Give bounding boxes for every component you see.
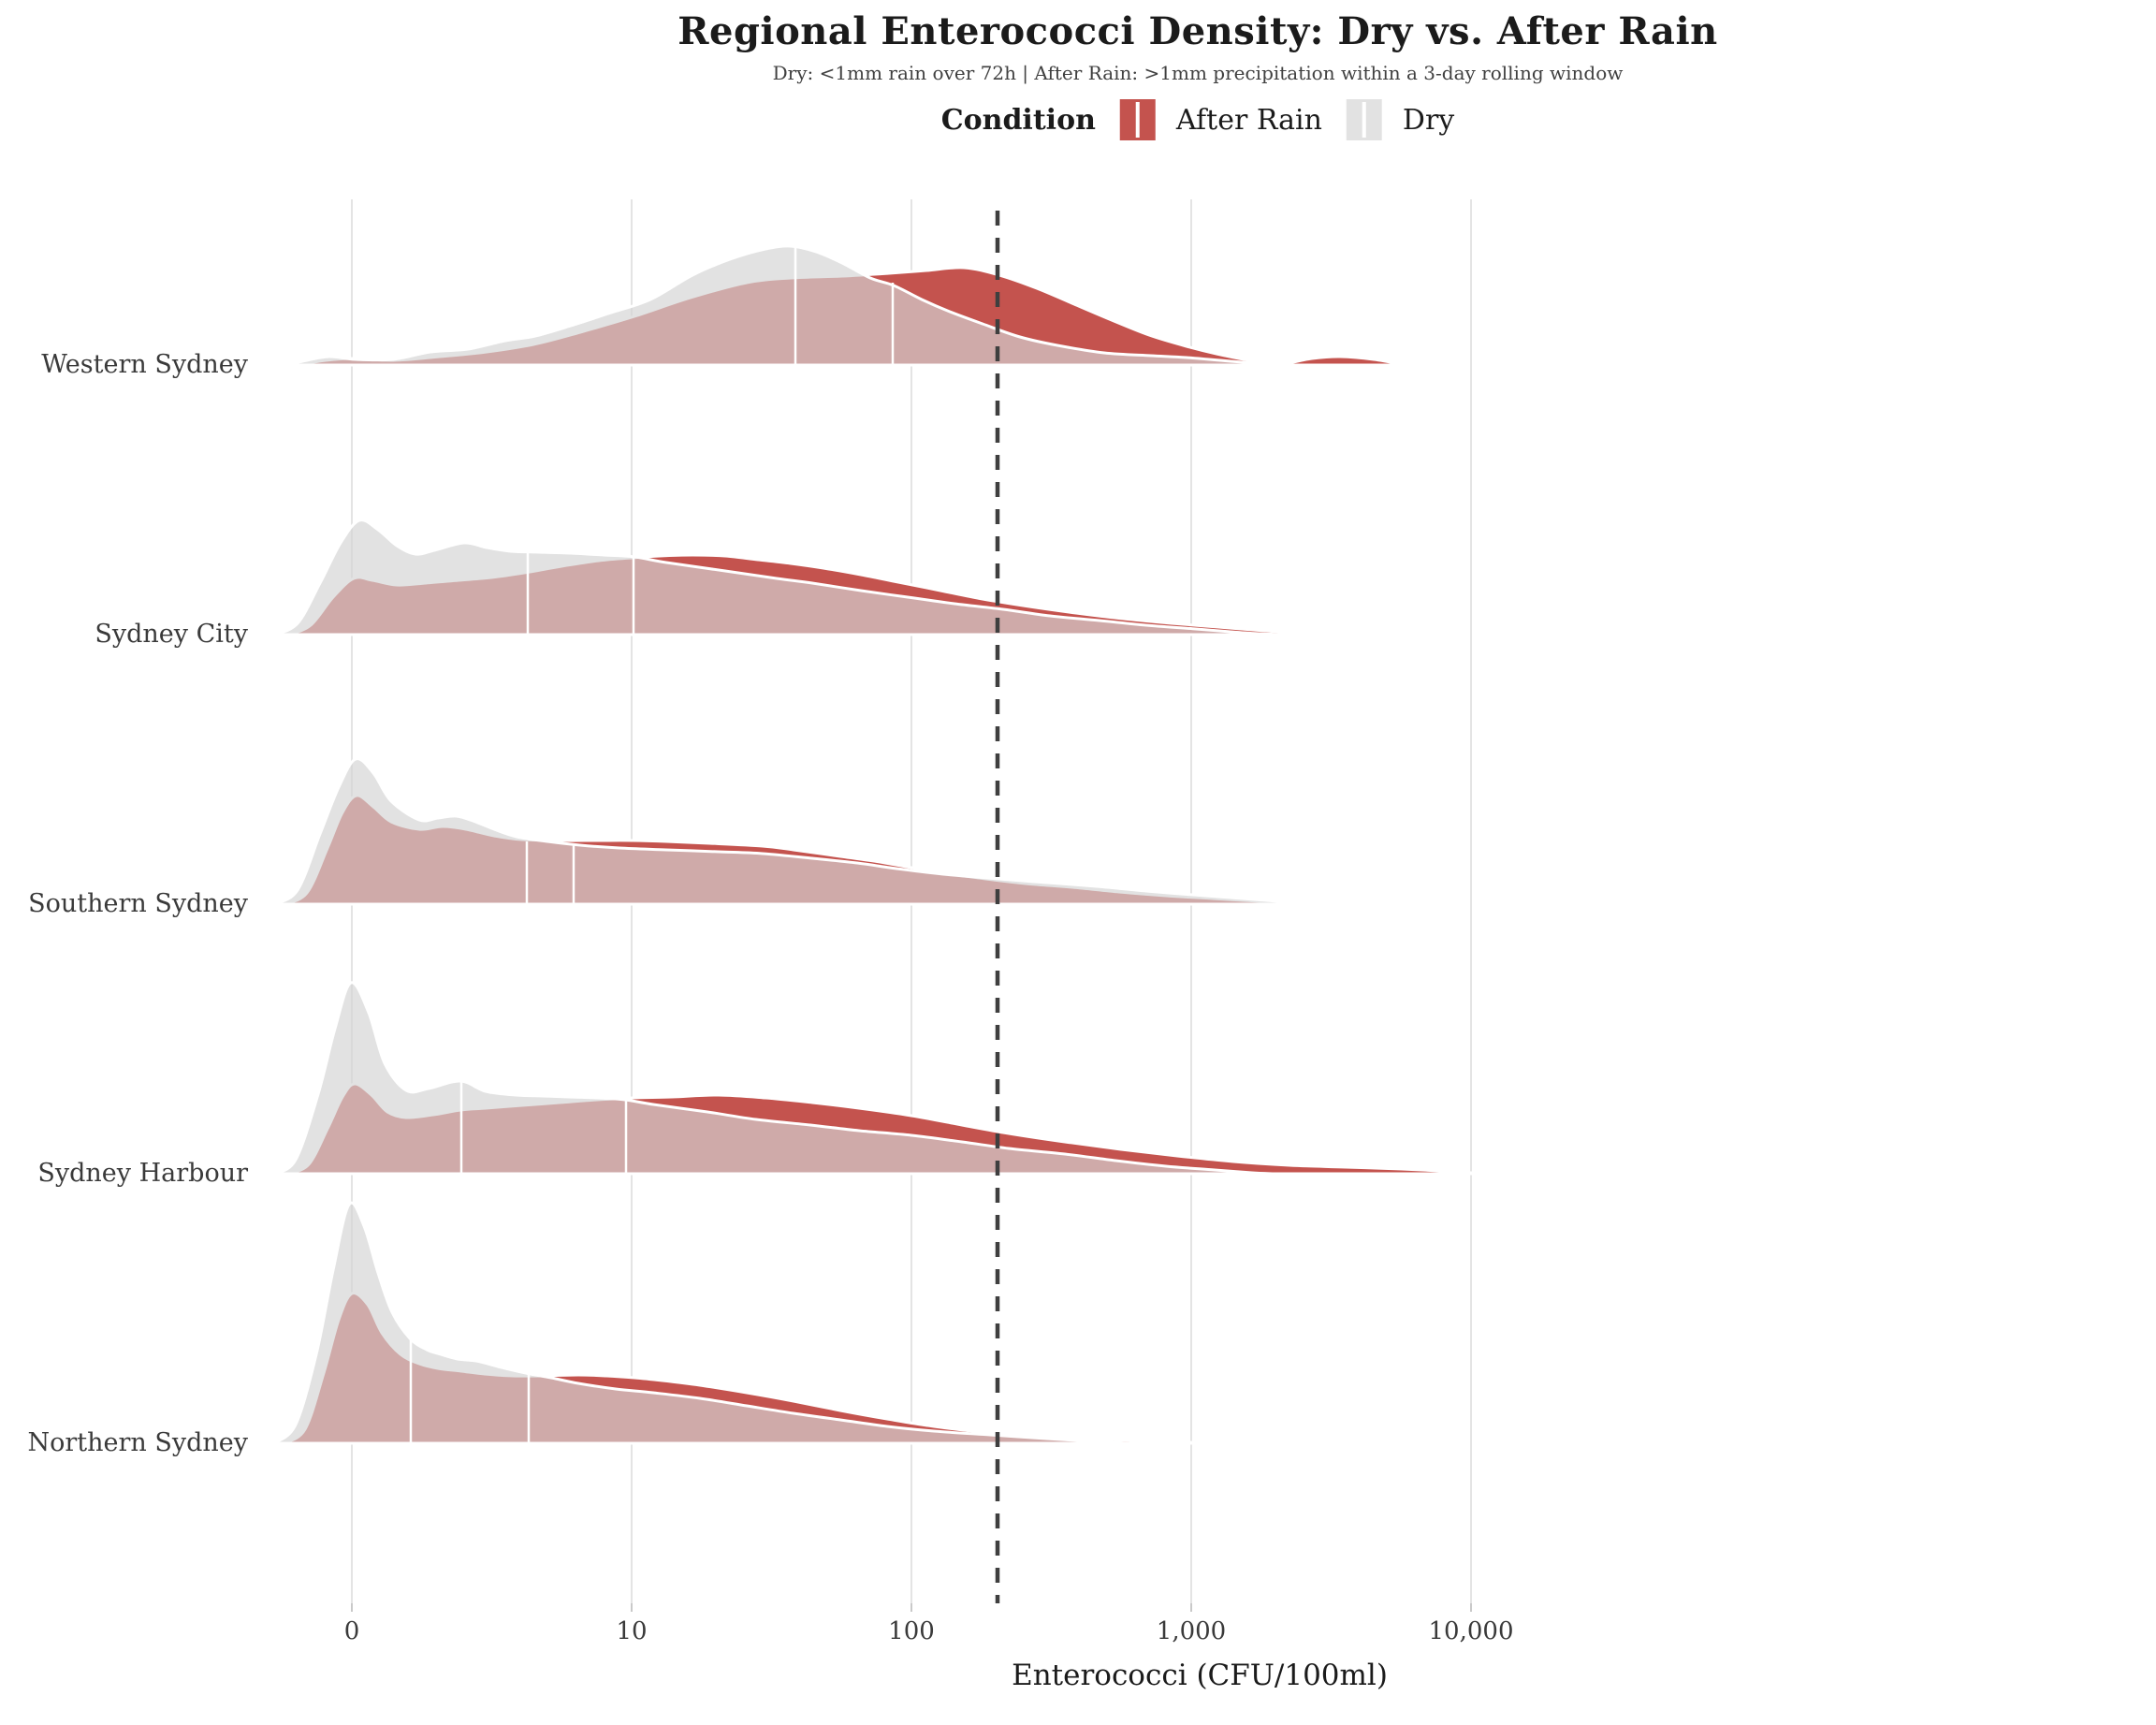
legend-label-after-rain: After Rain (1175, 103, 1322, 137)
region-label-southern-sydney: Southern Sydney (28, 889, 248, 918)
dry-density (272, 1201, 1132, 1445)
legend-label-dry: Dry (1402, 103, 1455, 137)
legend-title: Condition (940, 103, 1096, 137)
x-tick-label-10: 10 (616, 1617, 648, 1645)
dry-density (272, 981, 1276, 1176)
chart-subtitle: Dry: <1mm rain over 72h | After Rain: >1… (772, 62, 1624, 84)
region-label-western-sydney: Western Sydney (41, 350, 248, 379)
ridge-northern-sydney (272, 1201, 1232, 1445)
x-axis-title: Enterococci (CFU/100ml) (1012, 1659, 1388, 1692)
x-tick-label-10000: 10,000 (1428, 1617, 1514, 1645)
region-label-sydney-harbour: Sydney Harbour (37, 1159, 248, 1188)
x-tick-label-100: 100 (888, 1617, 935, 1645)
legend-item-after-rain: After Rain (1119, 99, 1322, 140)
legend-swatch-after-rain-icon (1119, 99, 1156, 140)
dry-density (272, 757, 1329, 906)
ridge-western-sydney (284, 244, 1407, 367)
legend: Condition After Rain Dry (940, 99, 1455, 140)
region-label-northern-sydney: Northern Sydney (27, 1428, 248, 1457)
ridge-sydney-city (272, 519, 1340, 636)
x-tick-label-0: 0 (343, 1617, 360, 1645)
ridge-southern-sydney (272, 757, 1329, 906)
dry-density (284, 244, 1282, 367)
legend-item-dry: Dry (1346, 99, 1455, 140)
region-label-sydney-city: Sydney City (95, 620, 248, 649)
chart-title: Regional Enterococci Density: Dry vs. Af… (677, 9, 1718, 53)
axis-tick-marks (351, 1603, 1472, 1612)
x-tick-label-1000: 1,000 (1156, 1617, 1227, 1645)
legend-swatch-dry-icon (1346, 99, 1382, 140)
ridge-sydney-harbour (272, 981, 1492, 1176)
